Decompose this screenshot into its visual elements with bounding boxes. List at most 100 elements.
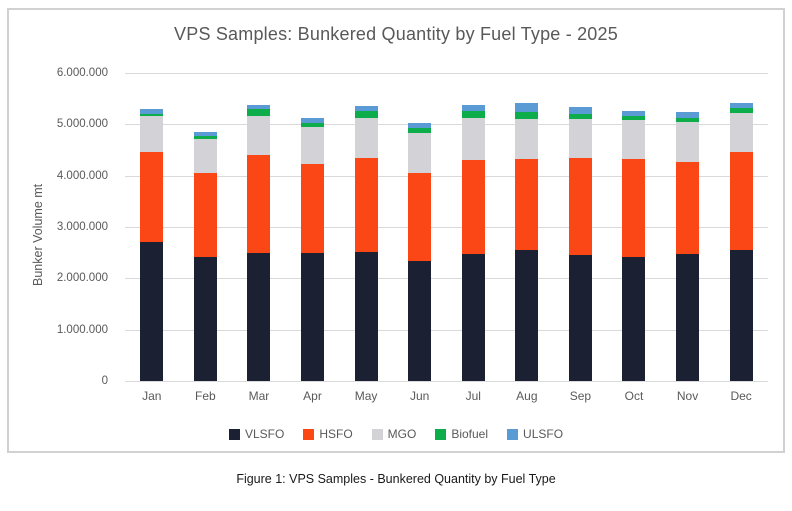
x-tick-label: Feb [195, 389, 216, 403]
y-tick-label: 4.000.000 [56, 169, 108, 182]
segment-vlsfo-may [354, 251, 378, 381]
bar-slot [446, 73, 500, 381]
segment-ulsfo-apr [301, 117, 325, 123]
segment-mgo-dec [729, 112, 753, 152]
segment-biofuel-mar [247, 108, 271, 116]
segment-hsfo-feb [193, 173, 217, 258]
x-axis-labels: Jan Feb Mar Apr May Jun Jul Aug Sep Oct Nov Dec [125, 389, 768, 407]
segment-biofuel-dec [729, 107, 753, 113]
segment-ulsfo-mar [247, 104, 271, 109]
gridline [125, 73, 768, 74]
chart-frame: VPS Samples: Bunkered Quantity by Fuel T… [7, 8, 785, 453]
stacked-bar-jan [140, 73, 164, 381]
legend-swatch-vlsfo [228, 428, 240, 440]
segment-biofuel-jun [408, 127, 432, 133]
segment-mgo-apr [301, 126, 325, 165]
segment-vlsfo-jan [140, 242, 164, 381]
legend-swatch-hsfo [303, 428, 315, 440]
gridline [125, 381, 768, 382]
x-tick-label: Sep [569, 389, 592, 403]
segment-mgo-sep [568, 119, 592, 159]
stacked-bar-oct [622, 73, 646, 381]
segment-hsfo-jul [461, 159, 485, 255]
y-tick-label: 0 [101, 375, 108, 387]
legend-label: Biofuel [451, 427, 489, 441]
segment-vlsfo-aug [515, 249, 539, 381]
figure-caption: Figure 1: VPS Samples - Bunkered Quantit… [236, 472, 556, 486]
legend-swatch-ulsfo [507, 428, 519, 440]
segment-ulsfo-nov [676, 111, 700, 118]
segment-ulsfo-dec [729, 102, 753, 108]
segment-ulsfo-jun [408, 122, 432, 128]
segment-mgo-mar [247, 115, 271, 155]
segment-biofuel-aug [515, 111, 539, 119]
x-tick-label: Jan [142, 389, 162, 403]
legend-item-vlsfo: VLSFO [228, 427, 284, 441]
stacked-bar-mar [247, 73, 271, 381]
stacked-bar-jul [461, 73, 485, 381]
segment-mgo-nov [676, 121, 700, 162]
segment-hsfo-apr [301, 164, 325, 253]
segment-hsfo-sep [568, 158, 592, 256]
bar-slot [500, 73, 554, 381]
legend-swatch-mgo [371, 428, 383, 440]
y-tick-label: 6.000.000 [56, 67, 108, 79]
legend-label: MGO [387, 427, 417, 441]
segment-hsfo-jun [408, 173, 432, 261]
x-tick-label: May [354, 389, 378, 403]
y-tick-labels: 6.000.000 5.000.000 4.000.000 3.000.000 2.00… [9, 67, 117, 387]
bar-slot [714, 73, 768, 381]
segment-vlsfo-mar [247, 252, 271, 381]
gridline [125, 329, 768, 331]
segment-ulsfo-may [354, 106, 378, 111]
segment-biofuel-jan [140, 113, 164, 117]
segment-ulsfo-jan [140, 108, 164, 114]
legend-label: HSFO [319, 427, 353, 441]
segment-mgo-jul [461, 118, 485, 160]
stacked-bar-feb [193, 73, 217, 381]
x-tick-label: Apr [303, 389, 322, 403]
segment-vlsfo-oct [622, 256, 646, 381]
legend: VLSFO HSFO MGO Biofuel ULSFO [9, 427, 783, 441]
segment-biofuel-may [354, 111, 378, 118]
gridline [125, 278, 768, 280]
segment-ulsfo-aug [515, 103, 539, 112]
plot-area [125, 73, 768, 382]
segment-mgo-feb [193, 138, 217, 174]
x-tick-label: Aug [516, 389, 538, 403]
bar-slot [661, 73, 715, 381]
segment-ulsfo-feb [193, 132, 217, 137]
legend-item-mgo: MGO [371, 427, 417, 441]
segment-ulsfo-oct [622, 111, 646, 117]
legend-swatch-biofuel [435, 428, 447, 440]
y-tick-label: 1.000.000 [56, 323, 108, 336]
bar-slot [607, 73, 661, 381]
stacked-bar-dec [729, 73, 753, 381]
segment-hsfo-dec [729, 151, 753, 251]
segment-biofuel-apr [301, 122, 325, 127]
legend-item-biofuel: Biofuel [435, 427, 488, 441]
bar-slot [125, 73, 179, 381]
x-tick-label: Nov [676, 389, 699, 403]
segment-vlsfo-nov [676, 253, 700, 381]
segment-mgo-jun [408, 132, 432, 174]
stacked-bar-may [354, 73, 378, 381]
segment-biofuel-nov [676, 117, 700, 122]
segment-ulsfo-sep [568, 106, 592, 114]
segment-biofuel-feb [193, 136, 217, 139]
segment-vlsfo-jul [461, 254, 485, 381]
segment-vlsfo-dec [729, 250, 753, 381]
gridline [125, 124, 768, 126]
x-tick-label: Jul [465, 389, 481, 403]
stacked-bar-aug [515, 73, 539, 381]
segment-hsfo-mar [247, 154, 271, 253]
segment-mgo-jan [140, 116, 164, 152]
bar-slot [339, 73, 393, 381]
segment-vlsfo-sep [568, 255, 592, 381]
stacked-bar-nov [676, 73, 700, 381]
y-tick-label: 5.000.000 [56, 118, 108, 131]
segment-mgo-aug [515, 118, 539, 159]
stacked-bar-apr [301, 73, 325, 381]
x-tick-label: Oct [624, 389, 644, 403]
segment-hsfo-aug [515, 158, 539, 250]
